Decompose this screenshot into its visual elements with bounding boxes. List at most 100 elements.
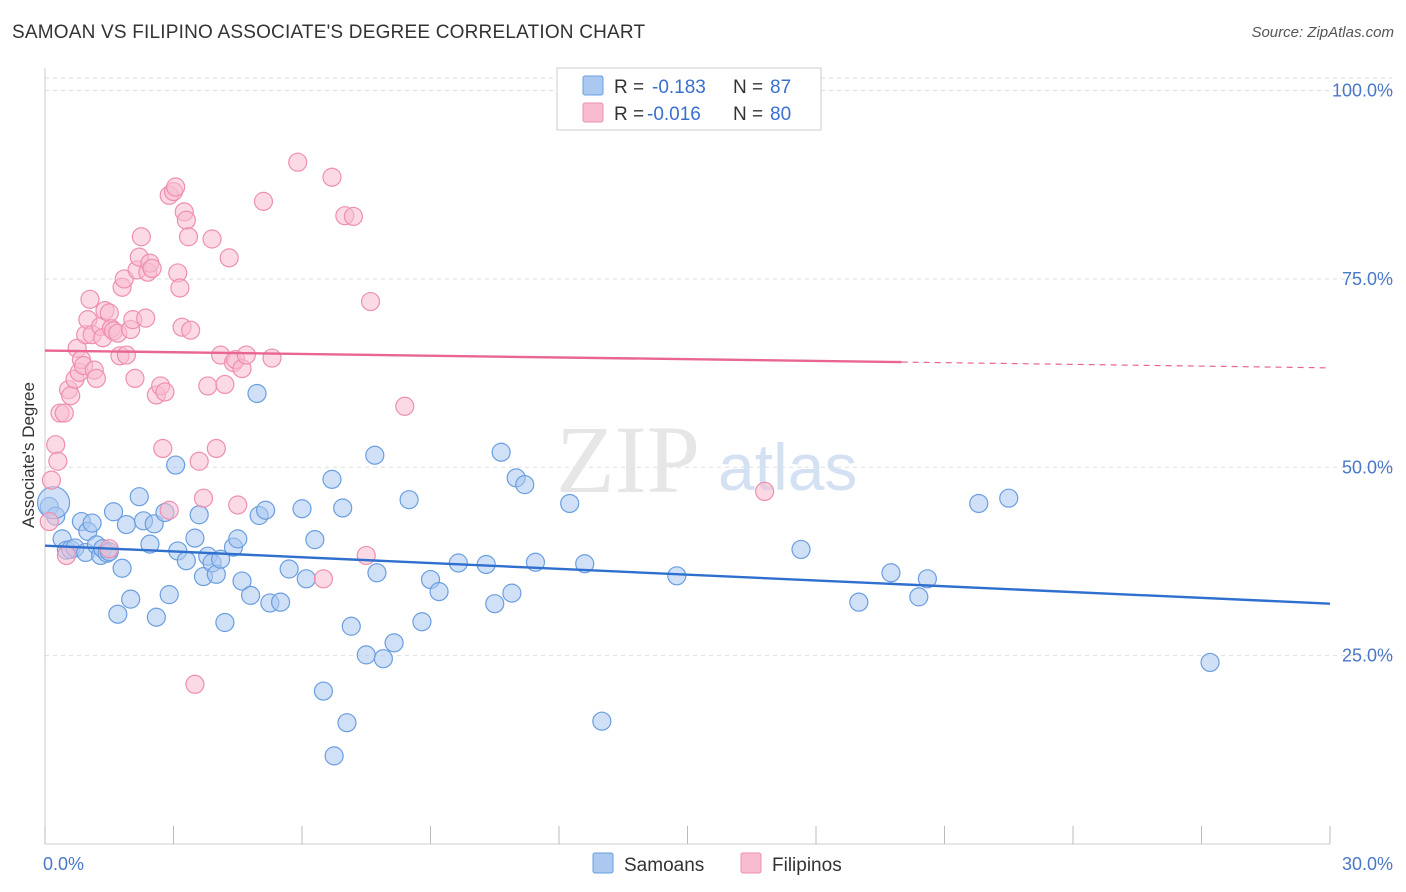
filipino-point [262,348,282,368]
y-axis-label: Associate's Degree [19,382,38,528]
filipino-point [193,488,214,508]
samoan-point [333,498,353,518]
samoan-point [337,713,357,733]
samoan-point [667,566,687,586]
samoan-point [270,592,291,612]
filipino-point [61,386,81,406]
legend-n-label-samoans: N = [733,77,763,98]
filipino-point [48,451,68,471]
filipino-point [176,210,196,230]
samoan-point [1200,652,1220,673]
samoan-point [103,502,124,522]
legend-box: R = -0.183 N = 87 R = -0.016 N = 80 [556,67,822,131]
samoan-point [292,499,312,519]
samoan-point [296,569,316,589]
samoan-point [159,585,179,605]
filipino-point [54,403,74,423]
filipino-point [754,481,775,502]
samoan-point [341,616,361,636]
samoan-point [129,487,149,507]
y-tick-label: 100.0% [1332,81,1393,101]
filipino-point [155,382,175,402]
samoan-point [185,528,205,548]
samoan-point [112,558,132,578]
samoan-point [108,604,128,624]
filipino-point [185,674,205,694]
samoan-point [969,493,989,514]
axes-layer: 25.0% 50.0% 75.0% 100.0% 0.0% 30.0% [43,68,1393,874]
filipino-point [86,368,107,388]
y-tick-label: 50.0% [1342,457,1393,477]
samoan-point [215,612,235,633]
filipino-point [181,320,201,340]
legend-r-value-samoans: -0.183 [652,77,706,98]
filipino-point [178,227,199,247]
filipino-point [322,167,342,187]
samoan-point [909,587,929,607]
filipino-point [395,396,415,416]
filipino-point [80,289,100,309]
chart-title: SAMOAN VS FILIPINO ASSOCIATE'S DEGREE CO… [12,22,646,43]
filipino-point [41,470,62,490]
filipino-point [360,291,381,312]
samoan-point [82,513,102,533]
filipino-point [356,545,376,566]
samoan-point [560,493,580,514]
samoan-point [322,469,342,489]
filipino-point [131,227,151,247]
samoan-point [166,455,186,475]
samoan-point [575,554,595,574]
filipino-point [99,303,119,323]
x-tick-label-min: 0.0% [43,854,84,874]
chart-source: Source: ZipAtlas.com [1251,24,1394,41]
samoan-point [881,563,901,583]
samoan-point [228,529,248,549]
legend-r-value-filipinos: -0.016 [647,104,701,125]
y-tick-label: 75.0% [1342,269,1393,289]
bottom-legend-label-samoans: Samoans [624,855,704,876]
filipino-point [136,308,156,328]
filipino-point [343,206,363,227]
samoan-point [791,539,811,560]
samoan-point [324,746,344,766]
samoan-point [146,607,166,627]
legend-n-label-filipinos: N = [733,104,763,125]
samoan-point [241,585,261,605]
filipino-point [313,569,334,589]
filipino-point [116,345,136,365]
samoan-point [232,571,252,591]
legend-swatch-samoans [582,75,604,96]
legend-n-value-filipinos: 80 [770,104,791,125]
samoan-point [399,490,419,510]
samoan-point [255,500,276,520]
samoan-point [313,681,334,701]
trend-layer [44,349,1331,605]
samoan-point [121,589,141,609]
legend-n-value-samoans: 87 [770,77,791,98]
filipino-point [153,438,173,459]
samoan-point [247,383,267,404]
legend-r-label-filipinos: R = [614,104,644,125]
x-tick-label-max: 30.0% [1342,854,1393,874]
points-layer [36,152,1220,766]
filipino-point [253,191,274,211]
samoan-point [502,583,522,603]
samoan-point [365,445,385,465]
trend-line-1 [44,349,902,364]
samoan-point [485,594,505,614]
filipino-point [125,368,145,388]
samoan-point [849,592,869,612]
samoan-point [917,569,937,589]
samoan-point [279,559,299,579]
filipino-point [39,511,59,532]
filipino-point [288,152,308,172]
filipino-point [189,451,209,471]
filipino-point [46,435,66,455]
bottom-legend: Samoans Filipinos [592,852,842,876]
watermark-zip: ZIP [556,406,700,513]
filipino-point [206,438,226,459]
filipino-point [170,278,190,298]
samoan-point [429,582,449,602]
filipino-point [166,177,186,197]
